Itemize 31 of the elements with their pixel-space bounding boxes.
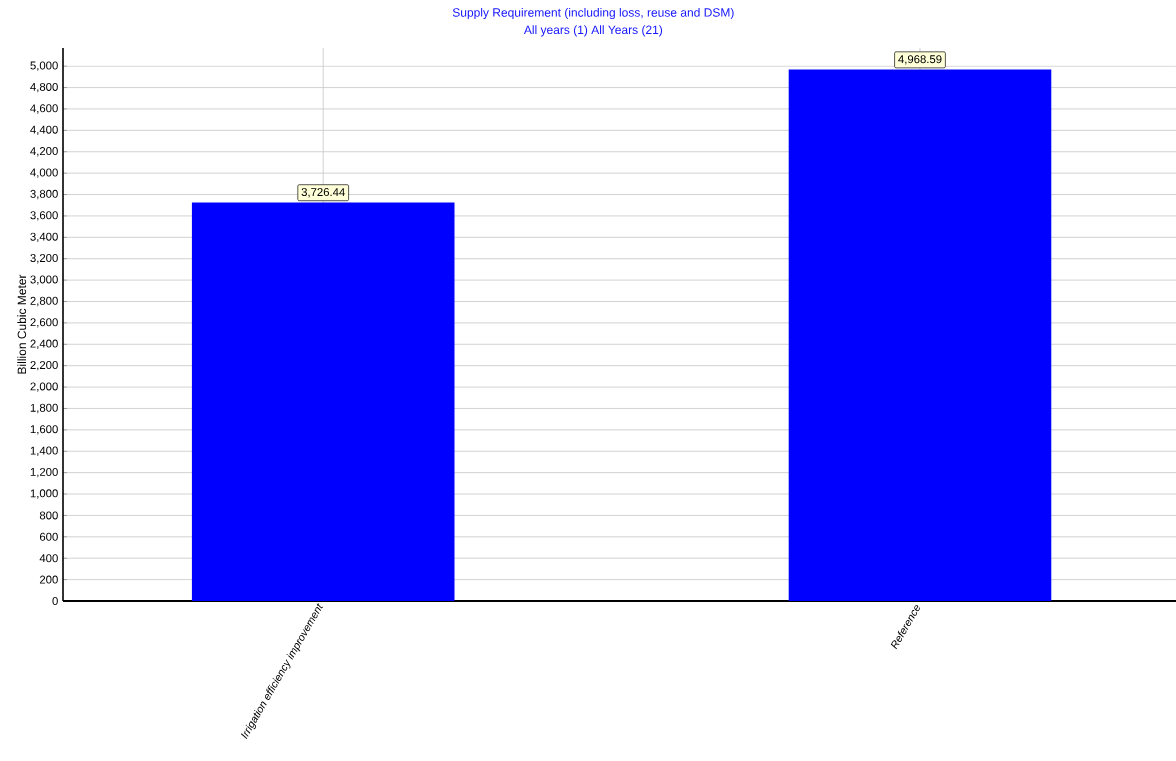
y-tick-label: 4,000 <box>30 168 58 178</box>
data-label: 4,968.59 <box>898 55 942 65</box>
y-tick-label: 1,000 <box>30 489 58 499</box>
y-tick-label: 3,000 <box>30 275 58 285</box>
y-tick-label: 600 <box>39 532 58 541</box>
y-tick-label: 800 <box>39 511 58 520</box>
chart-subtitle: All years (1) All Years (21) <box>523 25 663 37</box>
data-label: 3,726.44 <box>301 188 345 198</box>
y-tick-label: 4,800 <box>30 82 58 93</box>
y-tick-label: 4,200 <box>30 147 58 157</box>
y-axis-title: Billion Cubic Meter <box>17 274 27 374</box>
y-tick-label: 1,800 <box>30 403 58 414</box>
y-tick-label: 2,400 <box>30 339 58 349</box>
y-tick-label: 2,600 <box>30 318 58 328</box>
y-tick-label: 3,200 <box>30 254 58 264</box>
chart-title: Supply Requirement (including loss, reuse and DSM) <box>452 7 734 20</box>
y-tick-label: 0 <box>52 597 58 606</box>
y-tick-label: 1,200 <box>30 467 58 478</box>
y-tick-label: 2,800 <box>30 296 58 307</box>
y-tick-label: 2,200 <box>30 361 58 371</box>
y-tick-label: 1,600 <box>30 425 58 435</box>
y-tick-label: 3,800 <box>30 189 58 200</box>
y-tick-label: 4,600 <box>30 104 58 114</box>
y-tick-label: 2,000 <box>30 382 58 392</box>
y-tick-label: 4,400 <box>30 125 58 136</box>
y-tick-label: 1,400 <box>30 446 58 456</box>
y-tick-label: 5,000 <box>30 61 58 71</box>
y-tick-label: 3,600 <box>30 211 58 221</box>
y-tick-label: 400 <box>39 554 58 563</box>
y-tick-label: 200 <box>39 575 58 584</box>
y-tick-label: 3,400 <box>30 232 58 242</box>
